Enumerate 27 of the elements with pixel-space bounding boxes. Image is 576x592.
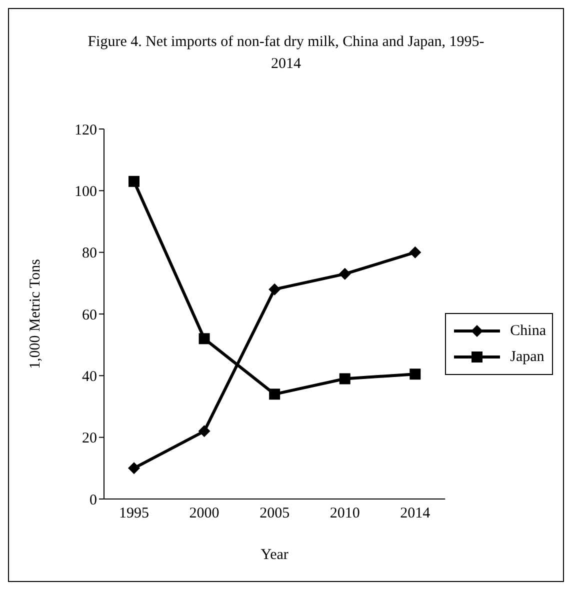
point <box>410 368 421 380</box>
y-tick-label: 120 <box>74 122 97 138</box>
y-tick-label: 40 <box>82 368 97 385</box>
x-axis-title: Year <box>260 547 288 563</box>
point <box>339 373 350 384</box>
y-tick-label: 0 <box>90 492 97 508</box>
legend-label: China <box>510 322 546 340</box>
legend-label: Japan <box>510 348 544 366</box>
point <box>128 462 140 474</box>
x-tick-label: 2005 <box>260 506 290 522</box>
point <box>269 388 280 400</box>
y-axis-title: 1,000 Metric Tons <box>27 258 44 369</box>
point <box>409 246 422 258</box>
x-tick-label: 2010 <box>330 506 360 522</box>
point <box>338 268 351 280</box>
y-tick-label: 20 <box>82 430 97 447</box>
y-tick-label: 100 <box>74 184 97 200</box>
x-tick-label: 2014 <box>400 506 431 522</box>
point <box>198 425 210 438</box>
x-tick-label: 1995 <box>119 506 149 522</box>
point <box>198 333 210 344</box>
y-tick-label: 60 <box>82 307 97 324</box>
x-tick-label: 2000 <box>189 506 220 522</box>
point <box>268 283 281 296</box>
chart-title: Figure 4. Net imports of non-fat dry milk, China and Japan, 1995-2014 <box>86 33 486 74</box>
y-tick-label: 80 <box>82 246 97 262</box>
point <box>128 176 140 187</box>
